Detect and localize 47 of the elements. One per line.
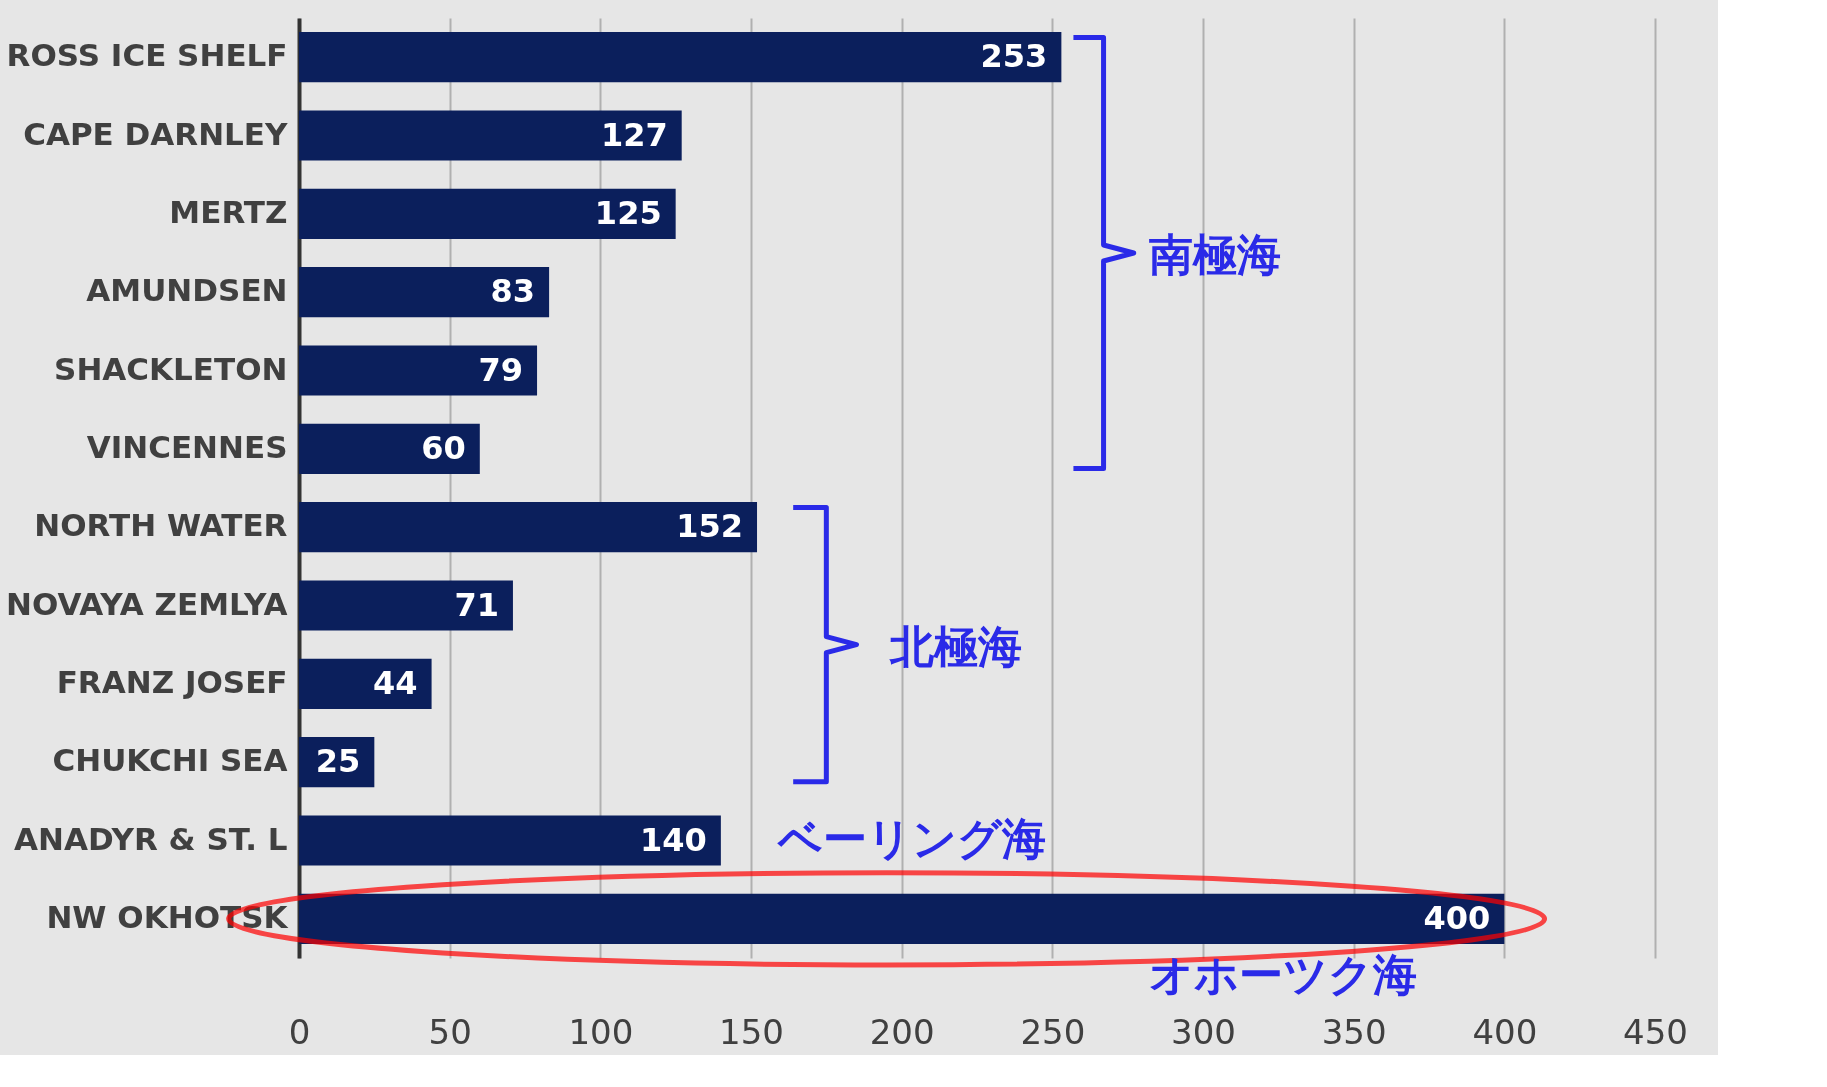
y-tick-label: ANADYR & ST. L [14,820,288,857]
data-label: 44 [373,663,418,702]
bar [299,580,513,631]
y-tick-label: NOVAYA ZEMLYA [5,585,288,622]
y-tick-label: FRANZ JOSEF [56,663,288,700]
data-label: 127 [600,115,668,154]
x-tick-label: 400 [1472,1011,1538,1052]
x-tick-label: 200 [869,1011,935,1052]
x-tick-label: 250 [1020,1011,1086,1052]
x-tick-label: 50 [428,1011,472,1052]
bar [299,267,550,318]
y-tick-label: CAPE DARNLEY [23,115,289,152]
annotation: 北極海 [888,620,1022,672]
y-tick-label: SHACKLETON [54,350,288,387]
data-label: 83 [490,272,536,311]
data-label: 79 [478,350,524,389]
data-label: 25 [315,742,361,781]
data-label: 253 [980,37,1048,76]
bar [299,188,676,239]
annotation: ベーリング海 [777,812,1047,864]
x-tick-label: 0 [288,1011,311,1052]
x-tick-label: 100 [568,1011,634,1052]
data-label: 71 [454,585,499,624]
y-tick-label: NORTH WATER [34,507,288,544]
bar [299,658,432,709]
y-tick-label: VINCENNES [86,428,288,465]
data-label: 140 [640,820,707,859]
x-tick-label: 350 [1321,1011,1387,1052]
data-label: 125 [594,193,662,232]
bar [299,345,538,396]
x-tick-label: 450 [1623,1011,1688,1052]
y-tick-label: AMUNDSEN [86,272,288,309]
bar [299,110,682,161]
x-tick-label: 150 [719,1011,784,1052]
annotation: 南極海 [1148,229,1281,281]
data-label: 400 [1423,898,1491,937]
y-tick-label: CHUKCHI SEA [52,742,288,779]
data-label: 60 [421,428,466,467]
bar [299,423,480,474]
bar [299,32,1062,83]
x-tick-label: 300 [1171,1011,1236,1052]
y-tick-label: MERTZ [169,193,288,230]
y-tick-label: ROSS ICE SHELF [6,37,288,74]
data-label: 152 [676,507,744,546]
bar [299,502,758,553]
bar [299,815,721,866]
annotation: オホーツク海 [1148,948,1417,1000]
